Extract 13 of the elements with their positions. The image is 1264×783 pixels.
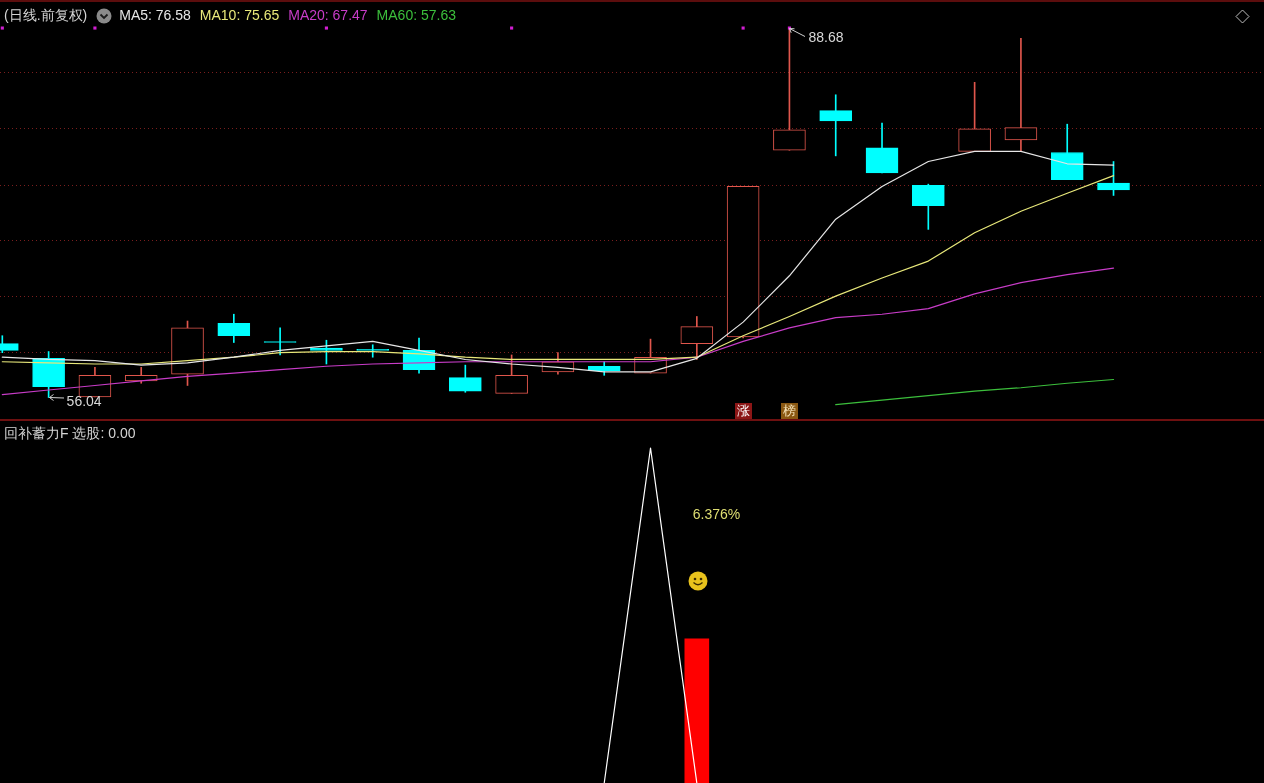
text: 涨 [735, 403, 752, 419]
candlestick [819, 94, 853, 157]
text: MA5: 76.58 [119, 7, 191, 24]
text: MA20: 67.47 [288, 7, 368, 24]
text: MA10: 75.65 [199, 7, 280, 24]
chart-title: 回补蓄力F 选股: 0.00 [4, 425, 136, 442]
annotation: 56.04 [66, 393, 102, 410]
text: 榜 [781, 403, 798, 419]
annotation: 6.376% [692, 505, 741, 522]
chart-title: (日线.前复权) [4, 7, 88, 24]
candlestick [1004, 37, 1038, 152]
text: MA60: 57.63 [376, 7, 456, 24]
annotation: 88.68 [808, 29, 844, 46]
